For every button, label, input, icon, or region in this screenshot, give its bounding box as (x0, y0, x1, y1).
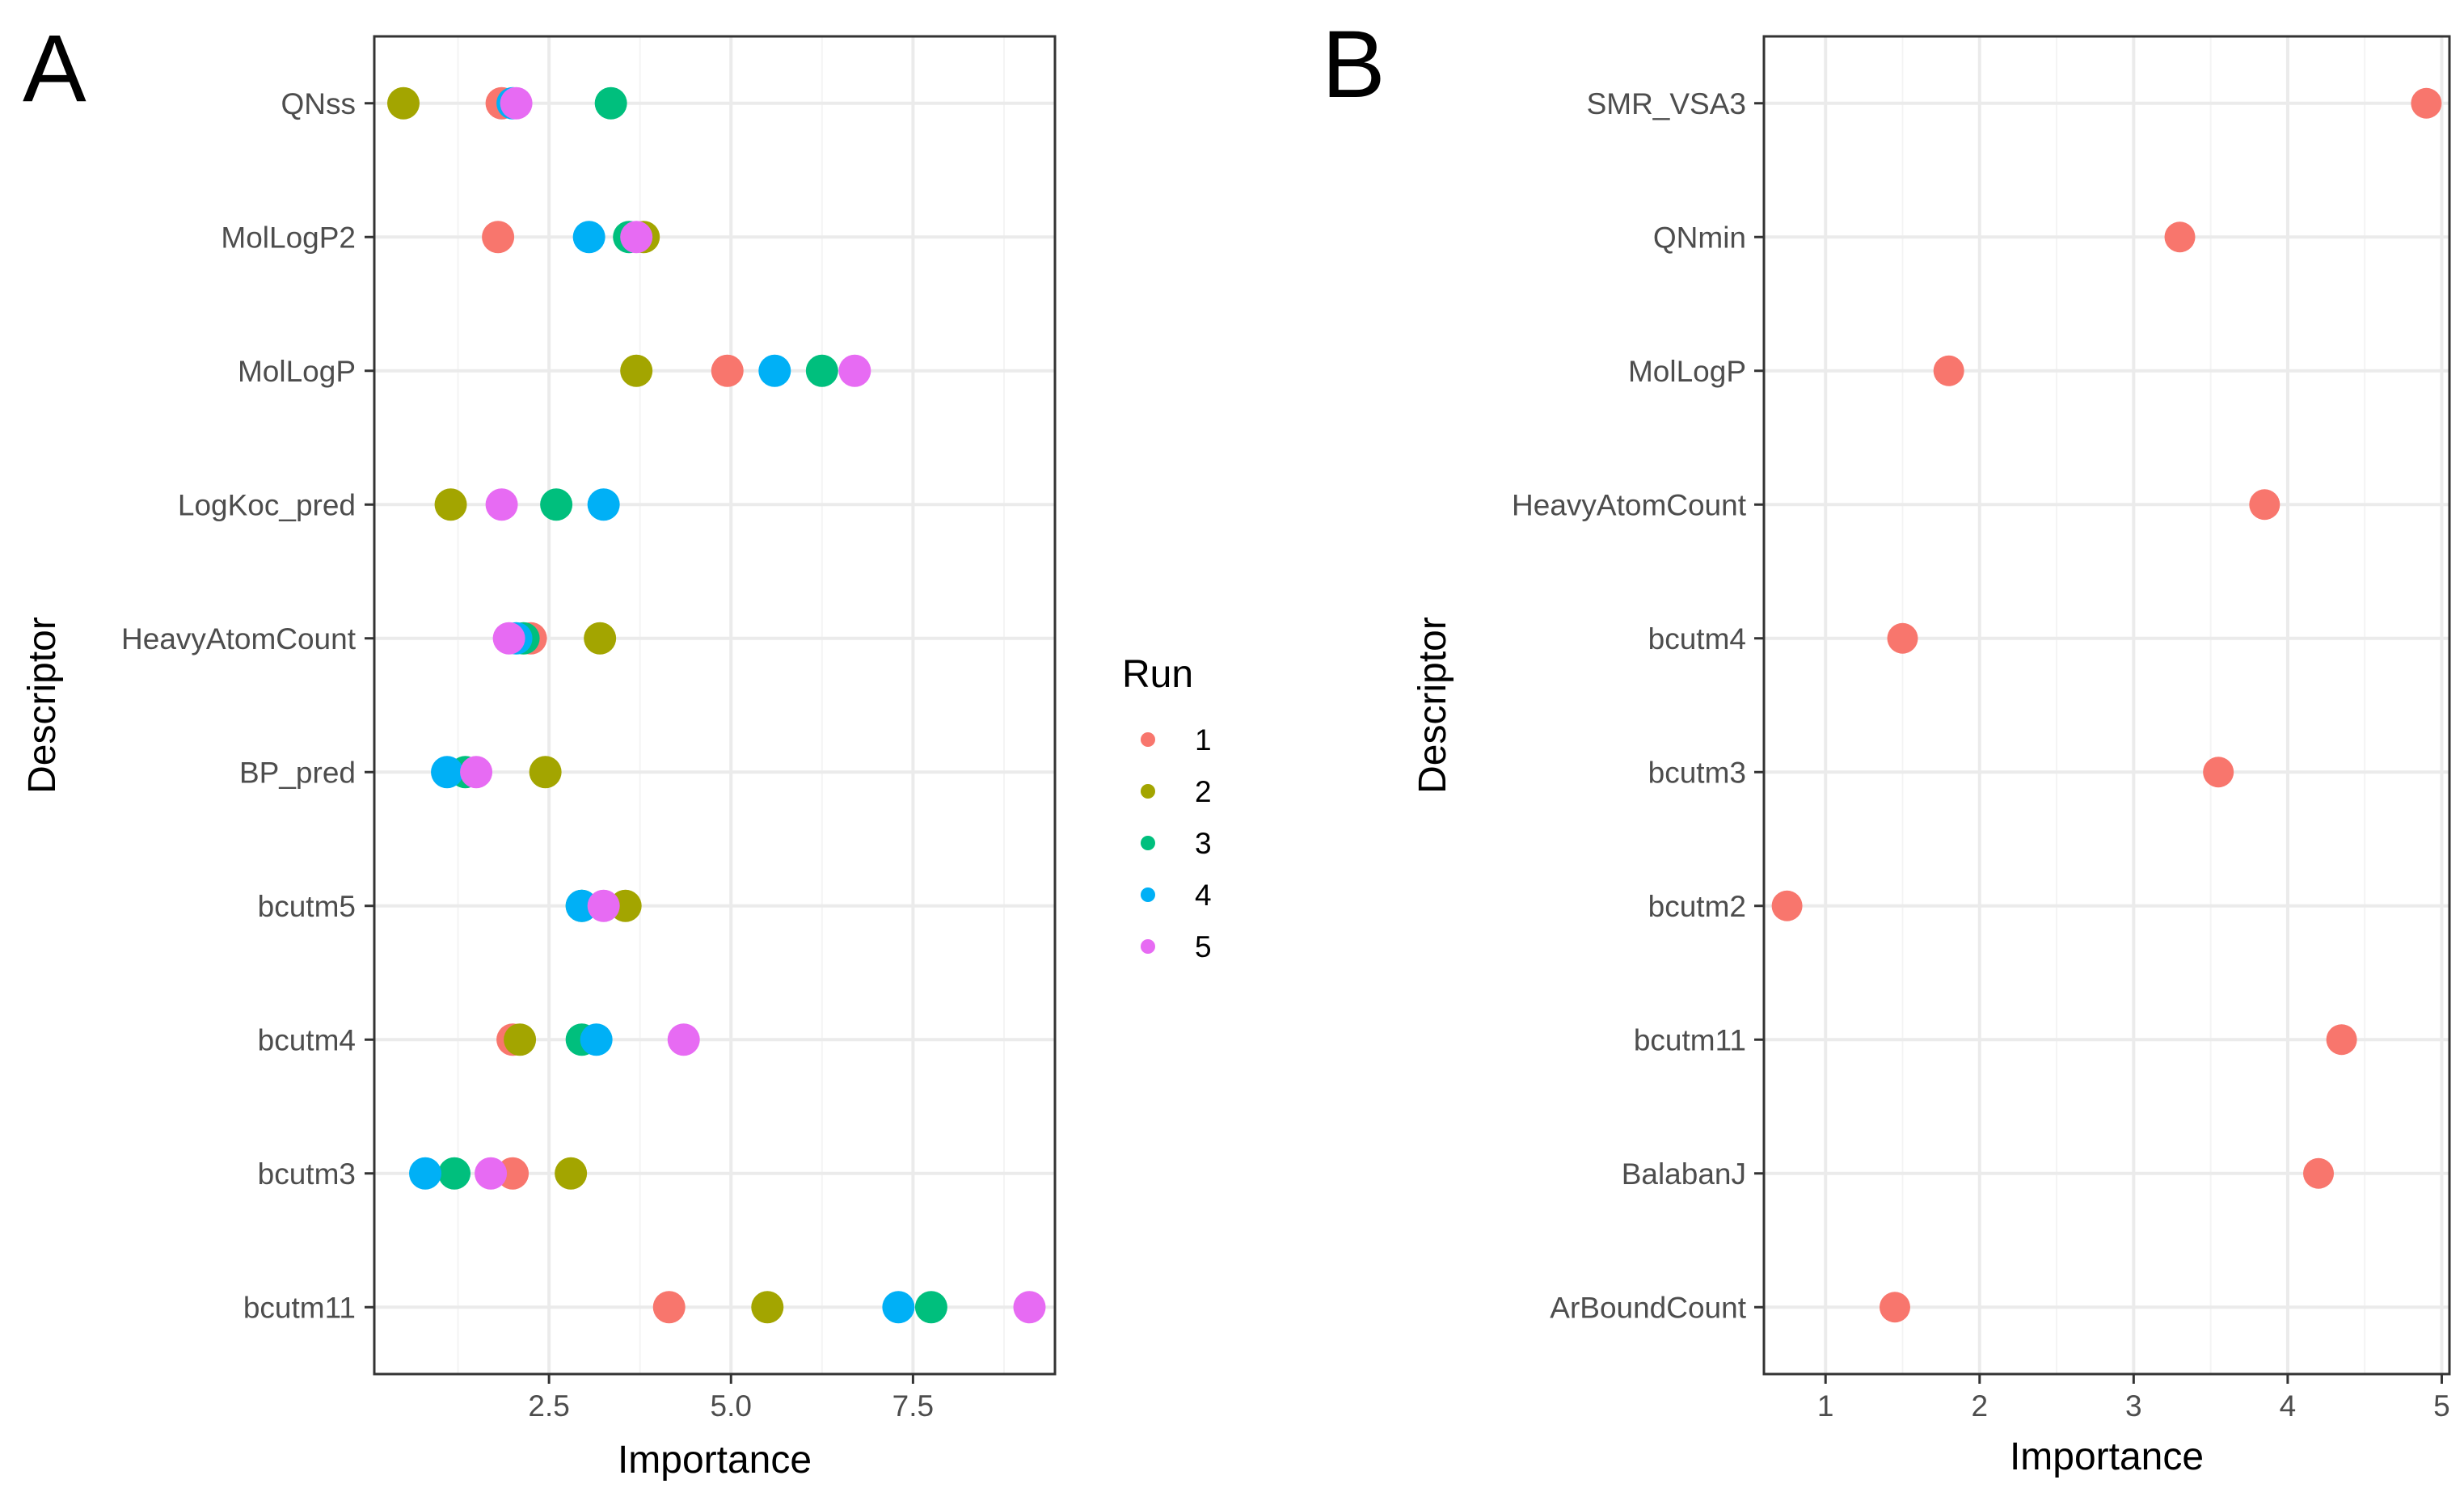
y-tick-label: bcutm3 (1648, 756, 1746, 789)
data-point-run-5 (500, 86, 533, 120)
data-point-run-5 (475, 1157, 508, 1190)
data-point-run-4 (758, 354, 791, 387)
data-point-run-4 (572, 221, 605, 254)
y-tick-label: bcutm11 (1634, 1023, 1746, 1056)
x-tick-label: 7.5 (892, 1389, 934, 1423)
data-point-run-1 (2303, 1157, 2335, 1189)
data-point-run-2 (434, 488, 467, 521)
data-point-run-4 (409, 1157, 442, 1190)
x-tick-label: 3 (2125, 1389, 2142, 1423)
panel-b: B SMR_VSA3 QNmin MolLogP HeavyAtomCount bcut… (1322, 11, 2451, 1478)
data-point-run-1 (2203, 757, 2234, 788)
x-tick-label: 1 (1817, 1389, 1834, 1423)
legend-title: Run (1122, 653, 1193, 696)
y-tick-label: MolLogP (1628, 355, 1746, 388)
data-point-run-2 (751, 1291, 784, 1324)
y-tick-label: bcutm3 (258, 1157, 356, 1191)
data-point-run-2 (504, 1023, 537, 1056)
data-point-run-4 (431, 756, 464, 789)
data-point-run-2 (387, 86, 420, 120)
legend-key-run-2 (1141, 784, 1155, 799)
legend-key-run-4 (1141, 887, 1155, 902)
y-tick-label: MolLogP2 (221, 221, 356, 254)
y-tick-label: ArBoundCount (1550, 1291, 1746, 1324)
data-point-run-1 (1771, 890, 1803, 921)
y-tick-label: bcutm4 (258, 1023, 356, 1056)
legend: Run 1 2 3 4 5 (1122, 653, 1212, 963)
data-point-run-4 (882, 1291, 915, 1324)
y-tick-label: SMR_VSA3 (1587, 87, 1746, 120)
data-point-run-4 (587, 488, 620, 521)
y-axis-title: Descriptor (21, 617, 64, 794)
data-point-run-5 (1013, 1291, 1046, 1324)
panel-a-letter: A (23, 15, 86, 122)
legend-label: 4 (1195, 879, 1212, 912)
y-tick-label: bcutm11 (243, 1291, 356, 1324)
data-point-run-2 (584, 622, 617, 655)
y-tick-label: bcutm5 (258, 890, 356, 923)
data-point-run-5 (460, 756, 493, 789)
panel-a: A QNss MolLogP2 MolLogP LogKoc_pred HeavyAto… (21, 15, 1057, 1482)
data-point-run-1 (1887, 622, 1918, 654)
data-point-run-1 (2164, 221, 2196, 253)
legend-label: 3 (1195, 827, 1212, 860)
data-point-run-1 (482, 221, 515, 254)
data-point-run-5 (620, 221, 653, 254)
y-tick-label: LogKoc_pred (178, 488, 356, 521)
data-point-run-1 (2249, 489, 2280, 521)
y-tick-label: MolLogP (238, 355, 356, 388)
x-tick-label: 5.0 (711, 1389, 752, 1423)
data-point-run-1 (1879, 1292, 1910, 1323)
panel-b-letter: B (1322, 11, 1386, 118)
data-point-run-2 (555, 1157, 588, 1190)
data-point-run-1 (2411, 87, 2442, 119)
legend-key-run-5 (1141, 939, 1155, 954)
x-tick-label: 4 (2280, 1389, 2297, 1423)
y-tick-label: bcutm4 (1648, 622, 1746, 656)
y-tick-label: QNmin (1653, 221, 1746, 254)
y-tick-label: HeavyAtomCount (121, 622, 357, 656)
y-tick-label: bcutm2 (1648, 890, 1746, 923)
data-point-run-5 (485, 488, 518, 521)
data-point-run-5 (587, 889, 620, 922)
legend-key-run-3 (1141, 836, 1155, 850)
y-axis-title: Descriptor (1411, 617, 1454, 794)
x-tick-label: 5 (2433, 1389, 2450, 1423)
data-point-run-2 (529, 756, 562, 789)
data-point-run-5 (838, 354, 871, 387)
data-point-run-3 (540, 488, 573, 521)
panel-border (1762, 35, 2451, 1376)
y-tick-label: HeavyAtomCount (1512, 488, 1747, 521)
data-point-run-1 (652, 1291, 686, 1324)
legend-label: 5 (1195, 930, 1212, 963)
data-point-run-3 (438, 1157, 471, 1190)
data-point-run-3 (914, 1291, 947, 1324)
data-point-run-5 (667, 1023, 700, 1056)
legend-label: 2 (1195, 775, 1212, 808)
y-tick-label: BalabanJ (1622, 1157, 1746, 1191)
data-point-run-1 (1933, 355, 1964, 386)
legend-key-run-1 (1141, 732, 1155, 747)
y-tick-label: QNss (281, 87, 357, 120)
data-point-run-4 (580, 1023, 613, 1056)
data-point-run-5 (492, 622, 525, 655)
data-point-run-1 (711, 354, 744, 387)
data-point-run-2 (620, 354, 653, 387)
x-tick-label: 2 (1971, 1389, 1988, 1423)
x-tick-label: 2.5 (528, 1389, 569, 1423)
legend-label: 1 (1195, 723, 1212, 757)
x-axis-title: Importance (618, 1439, 812, 1482)
x-axis-title: Importance (2010, 1435, 2204, 1478)
panel-border (373, 35, 1057, 1376)
data-point-run-3 (594, 86, 627, 120)
y-tick-label: BP_pred (239, 756, 356, 789)
data-point-run-3 (805, 354, 838, 387)
data-point-run-1 (2326, 1024, 2357, 1056)
